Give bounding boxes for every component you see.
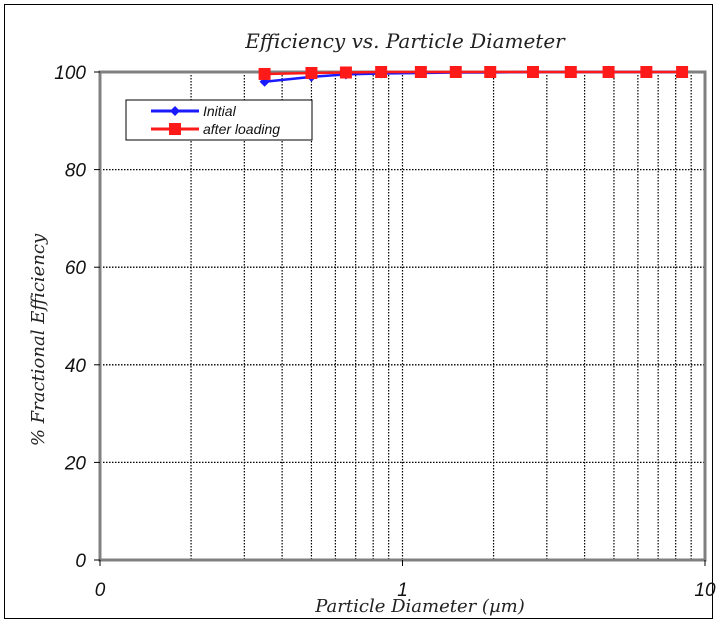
- data-point-after-loading: [258, 67, 271, 80]
- y-tick-label: 20: [64, 453, 87, 474]
- x-axis-label: Particle Diameter (µm): [314, 596, 525, 617]
- axis-ticks: 0 20 40 60 80 100 0 1 10: [54, 63, 716, 601]
- legend-item-after-loading: after loading: [151, 121, 280, 137]
- x-tick-label: 1: [397, 580, 408, 601]
- series-layer: [258, 66, 689, 87]
- grid-lines: [100, 72, 705, 560]
- data-point-after-loading: [449, 66, 462, 78]
- data-point-after-loading: [676, 66, 689, 78]
- y-tick-label: 60: [65, 258, 87, 279]
- y-tick-label: 40: [65, 356, 87, 377]
- x-tick-label: 0: [95, 580, 106, 601]
- legend-label-after-loading: after loading: [203, 121, 280, 137]
- y-tick-label: 80: [65, 161, 87, 182]
- data-point-after-loading: [339, 66, 352, 79]
- legend-swatch-marker: [170, 106, 180, 116]
- series-initial: [259, 67, 688, 87]
- data-point-after-loading: [564, 66, 577, 78]
- y-tick-label: 100: [54, 63, 86, 84]
- legend: Initial after loading: [125, 99, 313, 141]
- data-point-after-loading: [305, 66, 318, 79]
- y-tick-label: 0: [75, 551, 86, 572]
- data-point-after-loading: [640, 66, 653, 78]
- data-point-after-loading: [375, 66, 388, 78]
- legend-box: [125, 99, 313, 141]
- data-point-after-loading: [602, 66, 615, 78]
- legend-item-initial: Initial: [151, 103, 237, 119]
- series-after-loading: [258, 66, 689, 80]
- data-point-after-loading: [526, 66, 539, 78]
- chart-title: Efficiency vs. Particle Diameter: [244, 29, 566, 53]
- chart-frame: [4, 4, 713, 619]
- data-point-after-loading: [414, 66, 427, 78]
- x-tick-label: 10: [694, 580, 716, 601]
- legend-swatch-marker: [169, 123, 181, 135]
- y-axis-label: % Fractional Efficiency: [28, 233, 49, 446]
- data-point-after-loading: [484, 66, 497, 78]
- legend-label-initial: Initial: [203, 103, 237, 119]
